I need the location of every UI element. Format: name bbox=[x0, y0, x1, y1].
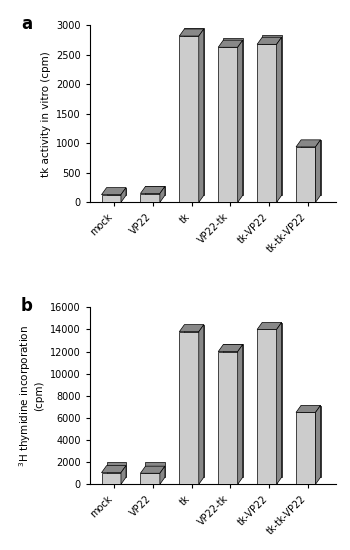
Bar bbox=[146, 462, 165, 477]
Polygon shape bbox=[102, 188, 126, 195]
Bar bbox=[102, 472, 121, 485]
Polygon shape bbox=[179, 29, 204, 36]
Bar bbox=[301, 406, 321, 477]
Y-axis label: $^3$H thymidine incorporation
(cpm): $^3$H thymidine incorporation (cpm) bbox=[17, 325, 44, 467]
Bar bbox=[296, 412, 315, 485]
Bar bbox=[262, 323, 282, 477]
Polygon shape bbox=[238, 344, 243, 485]
Polygon shape bbox=[257, 322, 282, 329]
Polygon shape bbox=[218, 40, 243, 47]
Polygon shape bbox=[121, 188, 126, 202]
Polygon shape bbox=[140, 186, 165, 194]
Bar bbox=[257, 45, 276, 202]
Polygon shape bbox=[160, 186, 165, 202]
Polygon shape bbox=[121, 466, 126, 485]
Polygon shape bbox=[102, 466, 126, 472]
Bar bbox=[257, 329, 276, 485]
Polygon shape bbox=[296, 140, 321, 147]
Text: a: a bbox=[21, 15, 32, 33]
Polygon shape bbox=[199, 29, 204, 202]
Bar bbox=[106, 462, 126, 477]
Polygon shape bbox=[218, 344, 243, 351]
Bar bbox=[218, 351, 238, 485]
Bar bbox=[262, 35, 282, 195]
Bar bbox=[223, 39, 243, 195]
Bar bbox=[184, 28, 204, 195]
Polygon shape bbox=[238, 40, 243, 202]
Bar bbox=[223, 344, 243, 477]
Bar bbox=[146, 186, 165, 195]
Polygon shape bbox=[315, 405, 321, 485]
Bar bbox=[102, 195, 121, 202]
Bar bbox=[301, 140, 321, 195]
Bar bbox=[140, 194, 160, 202]
Polygon shape bbox=[179, 324, 204, 332]
Bar bbox=[179, 332, 199, 485]
Y-axis label: tk activity in vitro (cpm): tk activity in vitro (cpm) bbox=[41, 51, 50, 177]
Bar bbox=[218, 47, 238, 202]
Bar bbox=[140, 473, 160, 485]
Polygon shape bbox=[199, 324, 204, 485]
Bar bbox=[106, 188, 126, 195]
Polygon shape bbox=[276, 322, 282, 485]
Bar bbox=[179, 36, 199, 202]
Bar bbox=[296, 147, 315, 202]
Text: b: b bbox=[21, 297, 33, 315]
Polygon shape bbox=[160, 466, 165, 485]
Polygon shape bbox=[140, 466, 165, 473]
Polygon shape bbox=[257, 37, 282, 45]
Bar bbox=[184, 325, 204, 477]
Polygon shape bbox=[276, 37, 282, 202]
Polygon shape bbox=[296, 405, 321, 412]
Polygon shape bbox=[315, 140, 321, 202]
